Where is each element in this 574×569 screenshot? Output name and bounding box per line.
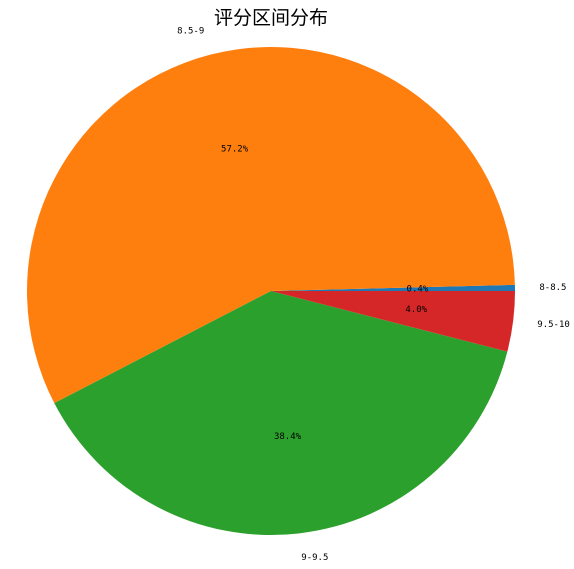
slice-label-9.5-10: 9.5-10 <box>537 320 570 330</box>
pct-label-8-8.5: 0.4% <box>407 285 429 295</box>
pie-slices <box>26 46 515 535</box>
pct-label-9-9.5: 38.4% <box>274 432 302 442</box>
pct-label-8.5-9: 57.2% <box>221 145 249 155</box>
slice-label-8-8.5: 8-8.5 <box>539 283 566 293</box>
slice-label-8.5-9: 8.5-9 <box>177 27 204 37</box>
pie-slice-8.5-9 <box>26 46 515 404</box>
pie-slice-9.5-10 <box>271 291 515 352</box>
pie-labels: 8-8.5 0.4% 8.5-9 57.2% 9-9.5 38.4% 9.5-10 4.0% <box>177 27 570 564</box>
chart-title: 评分区间分布 <box>214 7 328 29</box>
slice-label-9-9.5: 9-9.5 <box>301 553 328 563</box>
pct-label-9.5-10: 4.0% <box>405 305 427 315</box>
pie-slice-9-9.5 <box>54 291 508 535</box>
pie-slice-8-8.5 <box>271 284 515 291</box>
